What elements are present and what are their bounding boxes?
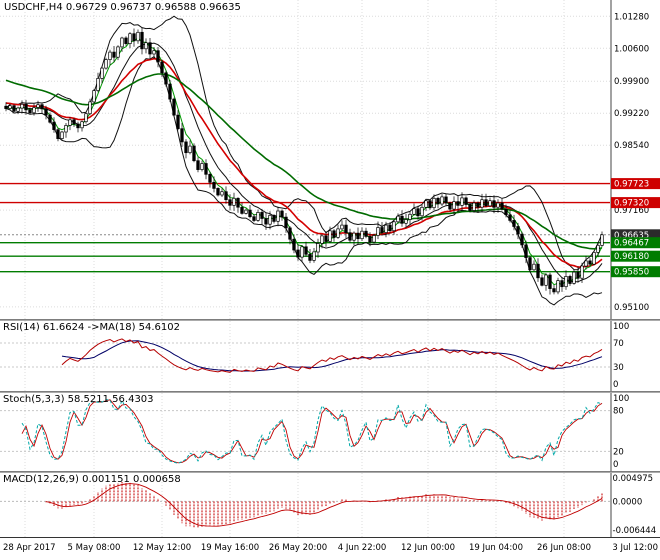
macd-histogram [45,482,603,529]
svg-text:0.96635: 0.96635 [614,231,649,241]
panel-separator-2[interactable] [0,391,660,393]
macd-canvas[interactable]: 0.004975 0.0000 -0.006444 [0,473,660,537]
price-axis-labels: 1.01280 1.00600 0.99900 0.99220 0.98540 0.971… [614,12,649,313]
macd-label: MACD(12,26,9) 0.001151 0.000658 [3,474,181,485]
rsi-panel[interactable]: 100 70 30 0 RSI(14) 61.6624 ->MA(18) 54.610… [0,321,660,391]
time-label: 26 Jun 08:00 [537,543,591,553]
svg-text:100: 100 [613,394,629,404]
svg-text:0.97160: 0.97160 [614,206,649,216]
svg-text:1.01280: 1.01280 [614,12,649,22]
time-label: 19 May 16:00 [200,543,260,553]
svg-text:0.98540: 0.98540 [614,141,649,151]
macd-axis-labels: 0.004975 0.0000 -0.006444 [613,474,657,536]
chart-title: USDCHF,H4 0.96729 0.96737 0.96588 0.9663… [4,2,241,13]
time-label: 12 May 12:00 [132,543,192,553]
svg-text:0: 0 [613,460,618,470]
rsi-lines [61,338,603,373]
svg-text:0.99220: 0.99220 [614,109,649,119]
svg-text:0.97723: 0.97723 [614,180,649,190]
svg-text:0.96467: 0.96467 [614,239,649,249]
candles-layer [4,27,604,295]
panel-separator-3[interactable] [0,471,660,473]
time-label: 3 Jul 12:00 [612,543,658,553]
stochastic-label: Stoch(5,3,3) 58.5211 56.4303 [3,394,154,405]
svg-text:0.96180: 0.96180 [614,252,649,262]
time-label: 19 Jun 04:00 [469,543,523,553]
svg-text:0.004975: 0.004975 [613,474,654,484]
support-resistance-lines [0,182,610,273]
time-label: 5 May 08:00 [67,543,121,553]
time-label: 12 Jun 00:00 [401,543,455,553]
price-chart-panel[interactable]: 1.01280 1.00600 0.99900 0.99220 0.98540 0.971… [0,0,660,319]
svg-text:70: 70 [613,339,624,349]
svg-text:30: 30 [613,363,624,373]
svg-text:0.97320: 0.97320 [614,199,649,209]
bollinger-bands [5,15,603,306]
grid-vertical [24,393,565,471]
grid-horizontal [0,15,610,308]
svg-text:1.00600: 1.00600 [614,44,649,54]
rsi-axis-labels: 100 70 30 0 [613,322,629,390]
svg-text:0.95850: 0.95850 [614,268,649,278]
macd-panel[interactable]: 0.004975 0.0000 -0.006444 MACD(12,26,9) 0.… [0,473,660,537]
time-label: 28 Apr 2017 [3,543,56,553]
svg-text:100: 100 [613,322,629,332]
svg-text:0.0000: 0.0000 [613,497,643,507]
stochastic-canvas[interactable]: 100 80 20 0 [0,393,660,471]
stochastic-panel[interactable]: 100 80 20 0 Stoch(5,3,3) 58.5211 56.4303 [0,393,660,471]
svg-text:0: 0 [613,380,618,390]
rsi-label: RSI(14) 61.6624 ->MA(18) 54.6102 [3,322,180,333]
svg-text:20: 20 [613,447,624,457]
time-axis-separator [0,537,660,538]
svg-text:80: 80 [613,407,624,417]
stochastic-axis-labels: 100 80 20 0 [613,394,629,470]
panel-separator-1[interactable] [0,319,660,321]
time-label: 26 May 20:00 [268,543,328,553]
time-label: 4 Jun 22:00 [337,543,387,553]
svg-text:-0.006444: -0.006444 [613,526,657,536]
price-chart-canvas[interactable]: 1.01280 1.00600 0.99900 0.99220 0.98540 0.971… [0,0,660,319]
stochastic-lines [21,399,603,464]
rsi-canvas[interactable]: 100 70 30 0 [0,321,660,391]
svg-text:0.95100: 0.95100 [614,303,649,313]
macd-signal-line [45,483,603,527]
moving-averages [5,37,603,286]
svg-text:0.99900: 0.99900 [614,77,649,87]
time-axis: 28 Apr 2017 5 May 08:00 12 May 12:00 19 May… [0,538,660,560]
